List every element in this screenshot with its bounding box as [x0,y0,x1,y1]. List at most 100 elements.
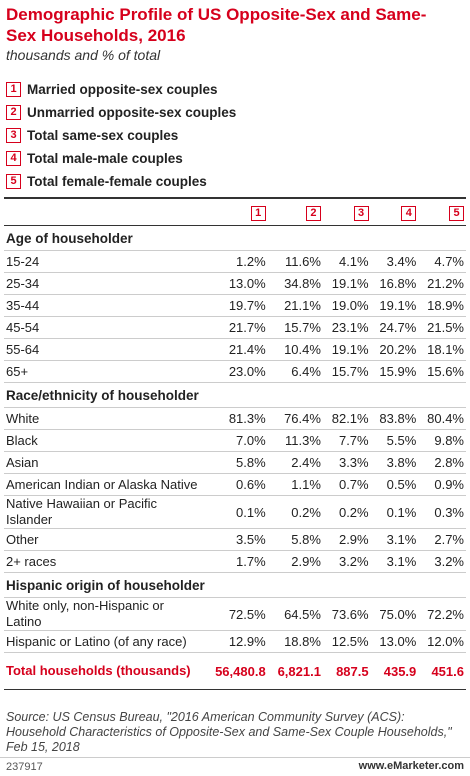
cell: 12.5% [322,630,371,653]
legend-key: 5 [6,174,21,189]
footer: 237917 www.eMarketer.com [0,757,470,776]
row-label: 55-64 [4,338,204,361]
section-row: Race/ethnicity of householder [4,382,466,408]
header-blank [4,198,204,226]
cell: 64.5% [267,597,323,631]
cell: 19.1% [370,294,419,317]
row-label: 65+ [4,360,204,383]
section-title: Age of householder [4,225,466,251]
cell: 75.0% [370,597,419,631]
table-body: 1 2 3 4 5 Age of householder 15-24 1.2% 11.6% 4.1… [4,198,466,690]
row-label: Asian [4,451,204,474]
data-row: Asian 5.8% 2.4% 3.3% 3.8% 2.8% [4,451,466,474]
cell: 16.8% [370,272,419,295]
cell: 2.8% [418,451,466,474]
cell: 3.1% [370,528,419,551]
row-label: White only, non-Hispanic or Latino [4,597,204,631]
data-table: 1 2 3 4 5 Age of householder 15-24 1.2% 11.6% 4.1… [4,197,466,690]
cell: 82.1% [322,407,371,430]
row-label: White [4,407,204,430]
column-header: 4 [370,198,419,226]
cell: 15.6% [418,360,466,383]
data-row: 25-34 13.0% 34.8% 19.1% 16.8% 21.2% [4,272,466,295]
data-row: 35-44 19.7% 21.1% 19.0% 19.1% 18.9% [4,294,466,317]
section-row: Hispanic origin of householder [4,572,466,598]
cell: 12.9% [204,630,268,653]
row-label: Hispanic or Latino (of any race) [4,630,204,653]
cell: 5.5% [370,429,419,452]
cell: 3.2% [418,550,466,573]
cell: 10.4% [267,338,323,361]
total-row: Total households (thousands) 56,480.8 6,82… [4,652,466,690]
cell: 34.8% [267,272,323,295]
cell: 15.9% [370,360,419,383]
legend-item: 1 Married opposite-sex couples [6,78,236,101]
data-row: Black 7.0% 11.3% 7.7% 5.5% 9.8% [4,429,466,452]
cell: 19.1% [322,272,371,295]
cell: 3.8% [370,451,419,474]
cell: 451.6 [418,652,466,690]
cell: 13.0% [204,272,268,295]
cell: 11.3% [267,429,323,452]
row-label: 15-24 [4,250,204,273]
cell: 435.9 [370,652,419,690]
cell: 887.5 [322,652,371,690]
cell: 13.0% [370,630,419,653]
cell: 21.4% [204,338,268,361]
row-label: American Indian or Alaska Native [4,473,204,496]
cell: 3.1% [370,550,419,573]
chart-id: 237917 [6,761,43,773]
cell: 0.3% [418,495,466,529]
cell: 23.0% [204,360,268,383]
cell: 15.7% [322,360,371,383]
cell: 20.2% [370,338,419,361]
legend-key: 3 [6,128,21,143]
legend-item: 5 Total female-female couples [6,170,236,193]
legend-key: 1 [6,82,21,97]
cell: 2.9% [322,528,371,551]
column-header: 2 [267,198,323,226]
data-row: American Indian or Alaska Native 0.6% 1.1%… [4,473,466,496]
cell: 3.5% [204,528,268,551]
legend-item: 2 Unmarried opposite-sex couples [6,101,236,124]
legend-key: 2 [6,105,21,120]
cell: 0.6% [204,473,268,496]
cell: 19.7% [204,294,268,317]
cell: 0.7% [322,473,371,496]
cell: 73.6% [322,597,371,631]
legend-label: Total female-female couples [27,174,207,189]
cell: 3.2% [322,550,371,573]
cell: 2.9% [267,550,323,573]
data-row: White 81.3% 76.4% 82.1% 83.8% 80.4% [4,407,466,430]
cell: 0.1% [204,495,268,529]
cell: 6.4% [267,360,323,383]
cell: 21.1% [267,294,323,317]
cell: 83.8% [370,407,419,430]
column-header: 5 [418,198,466,226]
cell: 0.1% [370,495,419,529]
data-row: Hispanic or Latino (of any race) 12.9% 18.… [4,630,466,653]
cell: 11.6% [267,250,323,273]
cell: 76.4% [267,407,323,430]
data-row: 45-54 21.7% 15.7% 23.1% 24.7% 21.5% [4,316,466,339]
cell: 15.7% [267,316,323,339]
legend-label: Unmarried opposite-sex couples [27,105,237,120]
section-title: Hispanic origin of householder [4,572,466,598]
cell: 24.7% [370,316,419,339]
cell: 5.8% [267,528,323,551]
cell: 18.1% [418,338,466,361]
data-row: Other 3.5% 5.8% 2.9% 3.1% 2.7% [4,528,466,551]
cell: 19.1% [322,338,371,361]
cell: 12.0% [418,630,466,653]
data-row: 2+ races 1.7% 2.9% 3.2% 3.1% 3.2% [4,550,466,573]
cell: 21.7% [204,316,268,339]
legend-item: 3 Total same-sex couples [6,124,236,147]
cell: 1.7% [204,550,268,573]
cell: 4.7% [418,250,466,273]
cell: 7.0% [204,429,268,452]
cell: 80.4% [418,407,466,430]
column-header: 1 [204,198,268,226]
cell: 1.1% [267,473,323,496]
row-label: Other [4,528,204,551]
